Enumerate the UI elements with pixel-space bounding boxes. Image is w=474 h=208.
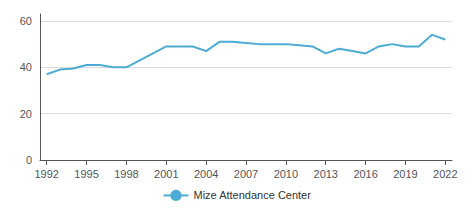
svg-text:60: 60 [20, 15, 32, 27]
svg-text:0: 0 [26, 154, 32, 166]
svg-text:Mize Attendance Center: Mize Attendance Center [193, 189, 311, 201]
svg-text:2016: 2016 [353, 168, 377, 180]
svg-text:2004: 2004 [194, 168, 218, 180]
svg-text:2013: 2013 [313, 168, 337, 180]
svg-text:2019: 2019 [393, 168, 417, 180]
svg-text:2010: 2010 [274, 168, 298, 180]
svg-text:2001: 2001 [154, 168, 178, 180]
svg-text:40: 40 [20, 61, 32, 73]
svg-text:1998: 1998 [114, 168, 138, 180]
svg-text:2022: 2022 [433, 168, 457, 180]
svg-text:2007: 2007 [234, 168, 258, 180]
svg-text:20: 20 [20, 108, 32, 120]
svg-text:1995: 1995 [74, 168, 98, 180]
svg-text:1992: 1992 [34, 168, 58, 180]
